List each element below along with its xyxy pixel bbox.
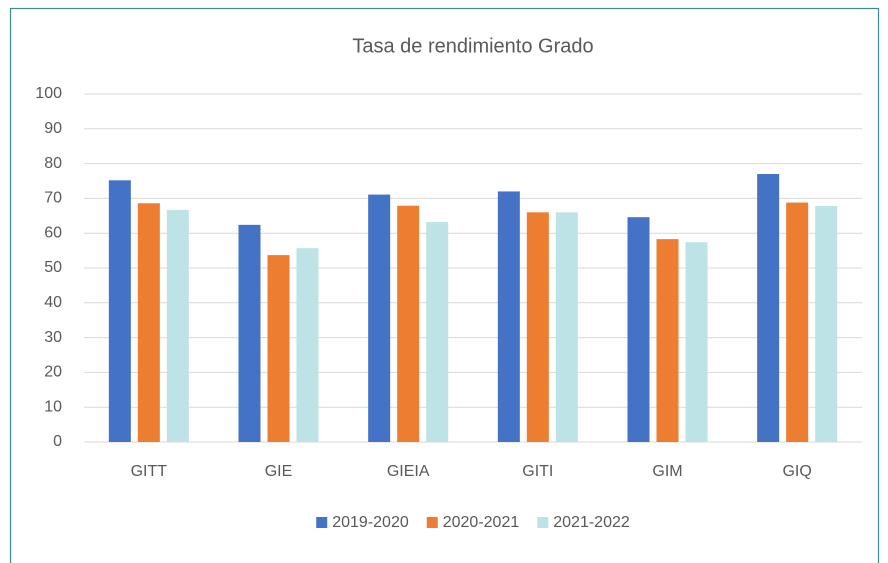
bar: [296, 248, 319, 442]
x-tick-label: GITT: [131, 463, 168, 480]
bar: [685, 242, 708, 442]
y-tick-label: 50: [44, 259, 62, 276]
bar: [627, 217, 650, 442]
bar: [555, 212, 578, 442]
bar: [757, 174, 780, 443]
legend-label: 2021-2022: [553, 514, 630, 531]
bar: [166, 209, 189, 442]
legend-swatch: [426, 517, 438, 528]
y-tick-label: 100: [35, 85, 62, 102]
y-tick-label: 90: [44, 120, 62, 137]
y-tick-label: 20: [44, 364, 62, 381]
y-tick-label: 80: [44, 155, 62, 172]
bar: [497, 191, 520, 442]
x-tick-label: GIQ: [782, 463, 811, 480]
chart-title: Tasa de rendimiento Grado: [352, 35, 593, 57]
bar: [815, 206, 838, 442]
bar: [526, 212, 549, 442]
bar: [238, 224, 261, 442]
bar: [786, 202, 809, 442]
y-tick-label: 60: [44, 224, 62, 241]
bar: [137, 203, 160, 442]
legend-label: 2019-2020: [332, 514, 409, 531]
y-tick-label: 10: [44, 398, 62, 415]
bar: [397, 205, 420, 442]
bar: [108, 180, 131, 442]
legend-swatch: [537, 517, 549, 528]
bar: [368, 194, 391, 442]
y-tick-label: 30: [44, 329, 62, 346]
x-tick-label: GIEIA: [387, 463, 430, 480]
x-tick-label: GITI: [522, 463, 553, 480]
y-tick-label: 0: [53, 433, 62, 450]
y-tick-label: 70: [44, 190, 62, 207]
x-tick-label: GIM: [652, 463, 682, 480]
bar: [426, 222, 449, 442]
x-tick-label: GIE: [265, 463, 293, 480]
legend-label: 2020-2021: [443, 514, 520, 531]
bar: [267, 255, 290, 442]
y-tick-label: 40: [44, 294, 62, 311]
bar: [656, 239, 679, 442]
legend-swatch: [316, 517, 328, 528]
